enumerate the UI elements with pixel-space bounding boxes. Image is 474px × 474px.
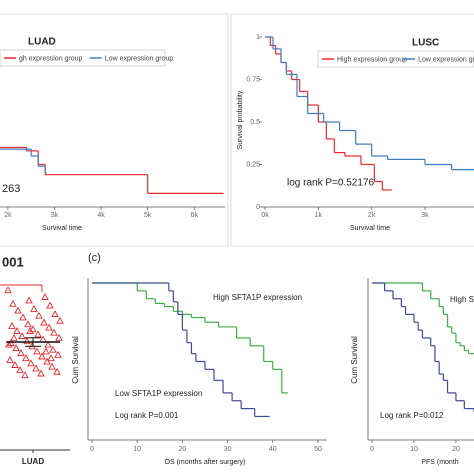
series-label: High S [450,295,474,304]
point [51,310,59,317]
point [47,354,55,362]
x-tick-label: 5k [144,212,152,219]
point [25,296,33,304]
point [22,354,30,362]
point [5,340,13,348]
point [10,333,18,341]
legend-box [0,49,166,67]
point [26,327,34,334]
x-tick-label: 50 [314,446,322,453]
x-tick-label: 0k [261,212,269,219]
point [34,330,42,338]
x-tick-label: 30 [224,446,232,453]
point [38,352,46,360]
point [35,311,43,319]
y-tick-label: 0.5 [250,119,260,126]
point [54,350,62,358]
y-axis-label: Survival probability [237,90,244,149]
y-axis-label: Cum Survival [350,336,359,384]
legend-label: High expression group [337,56,407,63]
point [24,320,32,328]
point [45,323,53,331]
y-tick-label: 0.75 [246,76,260,83]
x-tick-label: 20 [178,446,186,453]
y-tick-label: 0 [256,204,260,211]
x-tick-label: 10 [133,446,141,453]
panel-frame [0,13,229,247]
panel-label: (c) [88,252,101,264]
point [44,340,52,348]
legend-box [317,50,474,68]
point [11,361,19,368]
point [12,344,20,351]
point [53,367,61,375]
series-label: High SFTA1P expression [213,293,302,302]
point [14,306,22,314]
y-tick-label: 1 [256,34,260,41]
annotation: 001 [2,254,24,269]
point [23,337,31,345]
y-tick-label: 0.25 [246,161,260,168]
point [42,347,50,355]
point [4,286,12,294]
point [33,347,41,355]
x-axis-label: OS (months after surgery) [165,459,246,466]
point [55,333,63,341]
x-axis-label: Survival time [350,225,390,232]
x-tick-label: 0 [90,446,94,453]
x-tick-label: 0 [370,446,374,453]
point [32,364,40,372]
annotation: Log rank P=0.001 [115,411,179,420]
x-tick-label: 20 [452,446,460,453]
point [41,293,49,300]
point [16,366,24,374]
panel-frame [230,13,474,247]
point [9,299,17,307]
panel-title: LUAD [28,37,56,48]
x-tick-label: 3k [421,212,429,219]
x-tick-label: LUAD [22,457,44,466]
x-tick-label: 2k [4,212,12,219]
legend-label: gh expression group [19,55,83,62]
point [30,304,38,312]
point [29,325,37,333]
point [43,357,51,365]
point [6,355,14,363]
x-tick-label: 4k [97,212,105,219]
point [19,313,27,321]
series-label: Low SFTA1P expression [115,389,202,398]
point [17,349,25,357]
annotation: Log rank P=0.012 [380,411,444,420]
point [18,332,26,340]
point [46,301,54,309]
point [56,316,64,324]
x-tick-label: 6k [191,212,199,219]
point [8,321,16,329]
legend-label: Low expression group [418,56,474,63]
x-axis-label: PFS (month [421,459,458,466]
point [37,369,45,377]
y-axis-label: Cum Survival [71,336,80,384]
point [48,362,56,370]
annotation: 263 [2,183,20,195]
point [40,318,48,326]
panel-title: LUSC [412,38,439,49]
x-tick-label: 3k [51,212,59,219]
x-tick-label: 1k [315,212,323,219]
point [21,371,29,379]
legend-label: Low expression group [105,55,174,62]
point [27,359,35,367]
x-tick-label: 10 [410,446,418,453]
x-tick-label: 40 [269,446,277,453]
point [50,328,58,336]
point [13,327,21,334]
x-tick-label: 2k [368,212,376,219]
x-axis-label: Survival time [42,225,82,232]
point [49,345,57,353]
annotation: log rank P=0.52176 [287,178,374,189]
